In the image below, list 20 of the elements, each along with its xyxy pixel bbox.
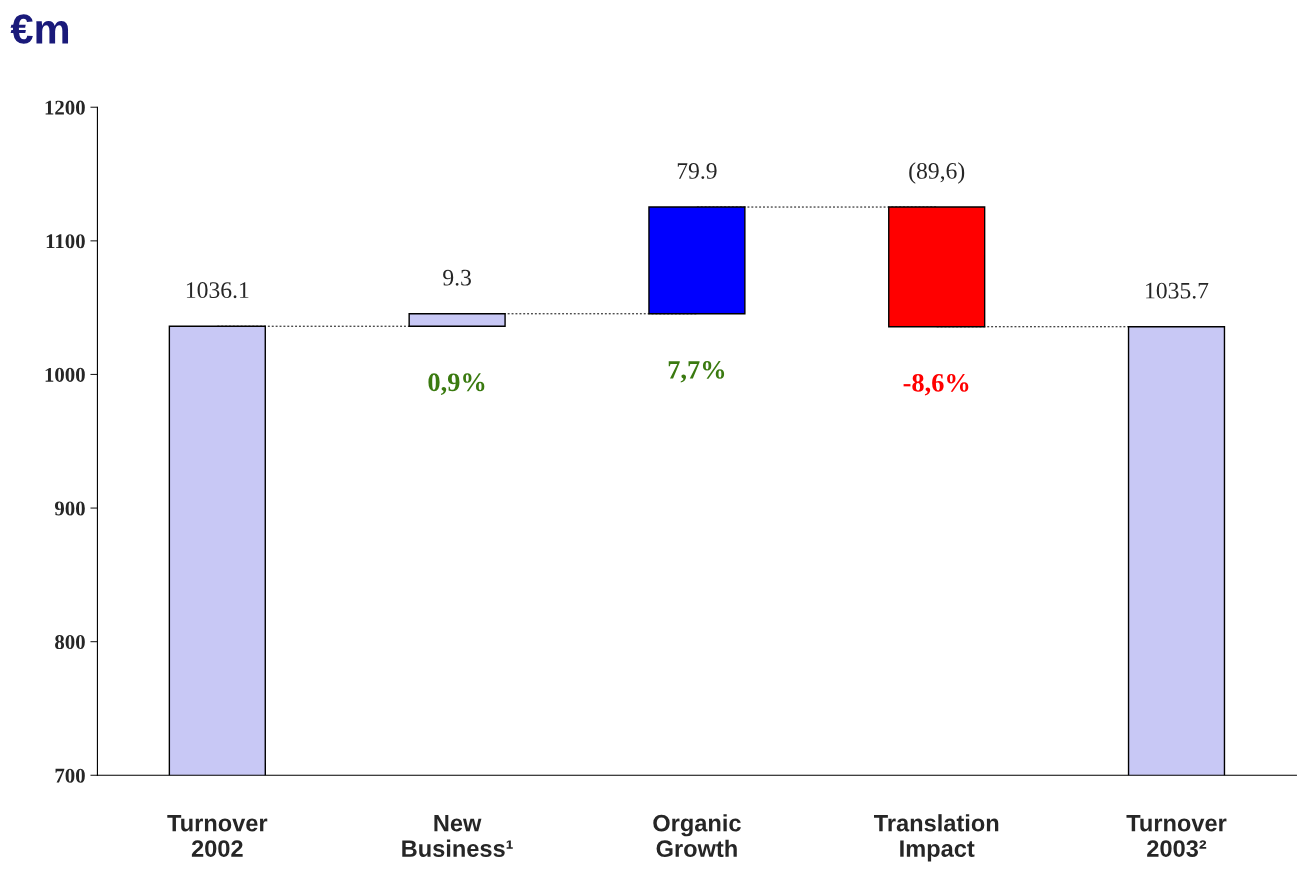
data-label: 1035.7: [1146, 282, 1209, 299]
y-tick-label: 900: [54, 501, 85, 516]
annotation: -8,6%: [903, 373, 969, 396]
x-tick-label: Turnover 2002: [167, 815, 268, 857]
y-tick-label: 1000: [45, 367, 85, 382]
y-tick-label: 1100: [46, 234, 85, 249]
data-label: 1036.1: [186, 282, 249, 299]
data-label: 9.3: [443, 269, 471, 286]
data-label: (89,6): [909, 162, 965, 184]
x-tick-label: Turnover 2003²: [1126, 815, 1227, 857]
y-tick-label: 700: [55, 768, 85, 783]
annotation: 7,7%: [668, 360, 725, 383]
y-tick-label: 1200: [45, 100, 85, 115]
chart-title: €m: [10, 14, 69, 44]
x-tick-label: New Business¹: [402, 815, 513, 857]
y-tick-label: 800: [55, 635, 85, 650]
annotation: 0,9%: [428, 373, 485, 395]
x-tick-label: Translation Impact: [874, 814, 999, 862]
x-tick-label: Organic Growth: [653, 814, 741, 858]
data-label: 79.9: [677, 163, 717, 179]
